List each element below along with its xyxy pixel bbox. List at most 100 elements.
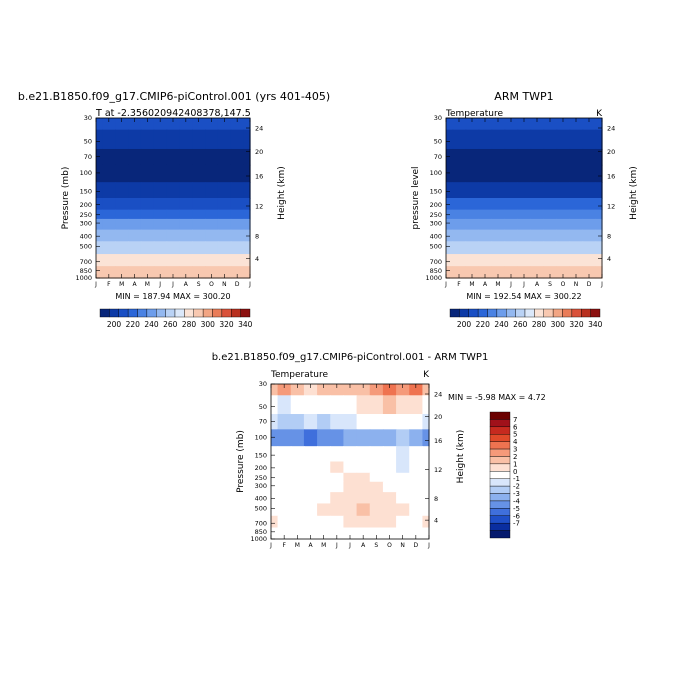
colorbar-label: 2 [513, 453, 517, 461]
heat-cell [343, 429, 358, 447]
heat-cell [517, 198, 532, 211]
heat-cell [382, 446, 397, 463]
heat-cell [290, 395, 305, 415]
heat-cell [230, 229, 245, 242]
heat-cell [217, 254, 232, 267]
heat-cell [356, 515, 371, 529]
heat-cell [396, 429, 410, 447]
heat-cell [543, 118, 558, 131]
heat-cell [277, 503, 292, 517]
heat-cell [192, 148, 206, 166]
y-tick-label: 700 [255, 519, 267, 527]
x-tick-label: D [235, 281, 240, 288]
heat-cell [422, 395, 430, 415]
heat-cell [422, 527, 430, 537]
heat-cell [452, 241, 467, 255]
colorbar-swatch [552, 308, 563, 318]
heat-cell [569, 118, 584, 131]
heat-cell [128, 229, 142, 242]
heat-cell [478, 164, 493, 183]
colorbar-swatch [534, 308, 544, 318]
heat-cell [382, 492, 397, 505]
heat-cell [303, 527, 318, 537]
heat-cell [517, 218, 532, 231]
colorbar-label: 260 [163, 320, 178, 329]
x-tick-label: O [561, 281, 566, 288]
chart-subtitle-right: K [423, 370, 430, 380]
heat-cell [230, 241, 245, 255]
x-tick-label: N [400, 542, 405, 549]
x-tick-label: J [509, 281, 512, 288]
heat-cell [422, 446, 430, 463]
colorbar-swatch [524, 308, 535, 318]
heat-cell [317, 492, 331, 505]
heat-cell [465, 229, 480, 242]
heat-cell [595, 241, 603, 255]
heat-cell [230, 182, 245, 199]
y-tick-label: 400 [430, 232, 442, 240]
heat-cell [102, 198, 116, 211]
heat-cell [543, 266, 558, 275]
heat-cell [166, 266, 181, 275]
heat-cell [115, 241, 129, 255]
heat-cell [491, 182, 506, 199]
heat-cell [491, 254, 506, 267]
heat-cell [303, 429, 318, 447]
heat-cell [140, 218, 155, 231]
y-tick-label: 500 [255, 505, 267, 513]
heat-cell [317, 384, 331, 396]
x-tick-label: J [269, 542, 272, 549]
heat-cell [115, 218, 129, 231]
heat-cell [115, 209, 129, 220]
colorbar-swatch [489, 456, 511, 465]
colorbar-swatch [212, 308, 223, 318]
heat-cell [128, 254, 142, 267]
heat-cell [446, 164, 454, 183]
heat-cell [504, 198, 519, 211]
heat-cell [452, 182, 467, 199]
heat-cell [128, 198, 142, 211]
heat-cell [556, 209, 571, 220]
y-tick-label: 50 [434, 138, 442, 146]
y2-tick-label: 4 [255, 255, 259, 263]
heat-cell [153, 266, 168, 275]
colorbar-swatch [118, 308, 129, 318]
heat-cell [230, 118, 245, 131]
heat-cell [446, 229, 454, 242]
heat-cell [569, 148, 584, 166]
heat-cell [102, 118, 116, 131]
heat-cell [179, 209, 193, 220]
y2-axis-label: Height (km) [629, 166, 639, 220]
colorbar-swatch [489, 515, 511, 524]
heat-cell [569, 198, 584, 211]
heat-cell [303, 515, 318, 529]
y-tick-label: 150 [430, 188, 442, 196]
heat-cell [330, 481, 345, 493]
heat-cell [369, 515, 384, 529]
heat-cell [128, 118, 142, 131]
heat-cell [317, 414, 331, 430]
heat-cell [179, 182, 193, 199]
heat-cell [217, 266, 232, 275]
heat-cell [140, 118, 155, 131]
heat-cell [356, 492, 371, 505]
colorbar-swatch [489, 434, 511, 442]
y-tick-label: 400 [80, 232, 92, 240]
heat-cell [102, 218, 116, 231]
heat-cell [290, 515, 305, 529]
heat-cell [115, 148, 129, 166]
heat-cell [356, 395, 371, 415]
colorbar-swatch [193, 308, 204, 318]
heat-cell [230, 129, 245, 150]
x-tick-label: M [145, 281, 150, 288]
heat-cell [356, 461, 371, 474]
heat-cell [153, 182, 168, 199]
colorbar-label: 0 [513, 468, 517, 476]
heat-cell [446, 118, 454, 131]
heat-cell [230, 148, 245, 166]
colorbar-label: 4 [513, 438, 518, 446]
heat-cell [356, 503, 371, 517]
heat-cell [409, 515, 424, 529]
heat-cell [317, 446, 331, 463]
heat-cell [192, 209, 206, 220]
